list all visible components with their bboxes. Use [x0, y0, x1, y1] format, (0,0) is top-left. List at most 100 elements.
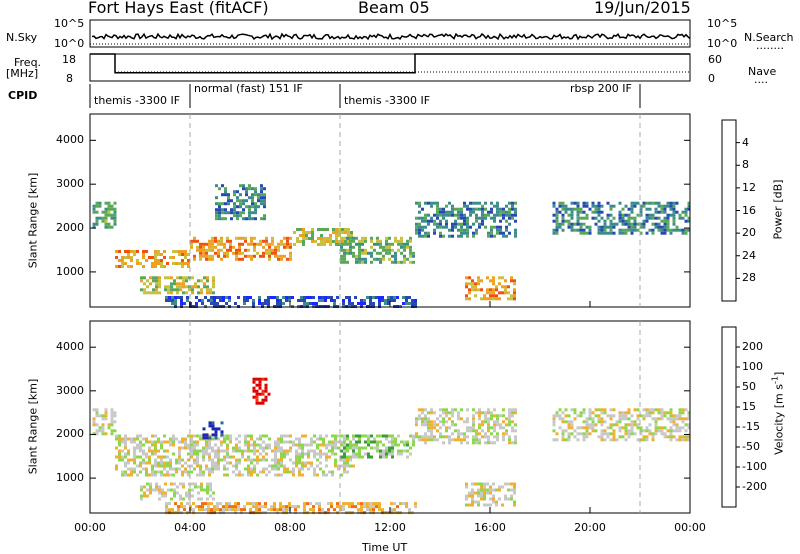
- power-cell-757: [448, 201, 451, 205]
- velocity-cell-901: [421, 417, 424, 421]
- power-cell-1167: [642, 222, 646, 226]
- velocity-cell-855: [217, 427, 221, 431]
- power-cell-1308: [225, 296, 228, 299]
- power-cell-593: [224, 193, 227, 197]
- power-cell-904: [514, 213, 517, 217]
- velocity-cell-458: [274, 461, 277, 465]
- velocity-cell-1306: [615, 438, 619, 442]
- power-cell-705: [421, 234, 424, 238]
- power-cell-1011: [564, 219, 568, 223]
- power-cell-816: [472, 222, 475, 226]
- velocity-cell-853: [214, 433, 218, 437]
- velocity-cell-411: [253, 467, 256, 471]
- velocity-cell-121: [145, 461, 148, 465]
- velocity-cell-1570: [291, 505, 294, 509]
- velocity-cell-560: [313, 467, 316, 471]
- power-cell-1166: [642, 219, 646, 223]
- velocity-cell-1425: [675, 417, 679, 421]
- power-cell-416: [376, 251, 379, 255]
- velocity-cell-1019: [475, 441, 478, 445]
- freq-label: Freq.: [14, 56, 42, 69]
- power-cell-1210: [663, 219, 667, 223]
- power-cell-55: [124, 256, 127, 259]
- velocity-cell-87: [133, 449, 136, 453]
- velocity-cell-1149: [486, 503, 489, 507]
- power-cell-14: [101, 210, 105, 214]
- velocity-cell-1264: [594, 423, 598, 427]
- power-cell-265: [286, 242, 289, 246]
- power-cell-298: [314, 240, 317, 243]
- velocity-cell-323: [220, 440, 223, 444]
- power-cell-918: [468, 297, 471, 301]
- power-cell-1416: [372, 296, 375, 299]
- power-cell-519: [170, 291, 173, 295]
- velocity-cell-1160: [495, 488, 498, 492]
- velocity-cell-744: [397, 443, 400, 447]
- velocity-cell-34: [110, 432, 114, 436]
- power-cell-153: [211, 236, 214, 240]
- power-cell-893: [508, 216, 511, 220]
- power-cell-748: [442, 216, 445, 220]
- power-cell-1095: [606, 231, 610, 235]
- velocity-cell-1268: [597, 417, 601, 421]
- power-cell-289: [305, 234, 308, 237]
- power-cell-1292: [210, 296, 213, 299]
- velocity-cell-165: [160, 464, 163, 468]
- velocity-cell-955: [445, 408, 448, 412]
- velocity-cell-1296: [609, 438, 613, 442]
- velocity-cell-460: [274, 467, 277, 471]
- power-cell-987: [555, 210, 559, 214]
- velocity-cell-1212: [567, 423, 571, 427]
- power-cell-1103: [609, 231, 613, 235]
- velocity-cell-1298: [612, 414, 616, 418]
- power-cell-610: [233, 205, 236, 209]
- power-cell-1319: [246, 296, 249, 299]
- velocity-cell-1127: [477, 482, 480, 486]
- velocity-cell-1083: [505, 423, 508, 427]
- power-cell-1215: [666, 201, 670, 205]
- velocity-cell-228: [187, 452, 190, 456]
- power-cell-1022: [570, 222, 574, 226]
- velocity-cell-804: [179, 497, 182, 501]
- velocity-cell-599: [331, 443, 334, 447]
- power-cell-852: [490, 228, 493, 232]
- velocity-cell-39: [115, 434, 118, 438]
- velocity-cell-510: [295, 443, 298, 447]
- power-cell-952: [495, 285, 498, 289]
- velocity-cell-992: [463, 432, 466, 436]
- velocity-cell-13: [98, 429, 102, 433]
- power-cell-969: [507, 297, 510, 301]
- velocity-cell-638: [346, 455, 349, 459]
- velocity-cell-1108: [514, 441, 517, 445]
- velocity-cell-75: [127, 461, 130, 465]
- power-cell-31: [107, 225, 111, 229]
- power-ytick-label-0: 1000: [56, 264, 84, 278]
- velocity-cell-311: [214, 464, 217, 468]
- velocity-cell-1411: [669, 417, 673, 421]
- velocity-cell-466: [277, 449, 280, 453]
- power-cell-105: [178, 250, 181, 253]
- velocity-cell-906: [424, 408, 427, 412]
- power-cell-306: [320, 243, 323, 246]
- velocity-cell-984: [457, 435, 460, 439]
- power-cell-750: [442, 234, 445, 238]
- power-cell-594: [224, 202, 227, 206]
- velocity-cell-576: [319, 461, 322, 465]
- velocity-cell-1029: [481, 411, 484, 415]
- power-cell-900: [511, 216, 514, 220]
- power-cell-1236: [672, 222, 676, 226]
- power-cell-731: [436, 207, 439, 211]
- power-cell-476: [409, 260, 412, 264]
- power-cell-710: [424, 225, 427, 229]
- velocity-cell-498: [289, 440, 292, 444]
- power-cell-703: [421, 225, 424, 229]
- power-cell-44: [115, 250, 118, 253]
- power-cell-37: [113, 201, 117, 205]
- velocity-cell-50: [118, 452, 121, 456]
- velocity-cell-1370: [648, 414, 652, 418]
- velocity-cell-1137: [480, 494, 483, 498]
- velocity-colorbar-tick-label-0: 200: [742, 340, 763, 353]
- power-cell-240: [268, 257, 271, 261]
- power-cell-1119: [621, 216, 625, 220]
- power-cell-697: [418, 228, 421, 232]
